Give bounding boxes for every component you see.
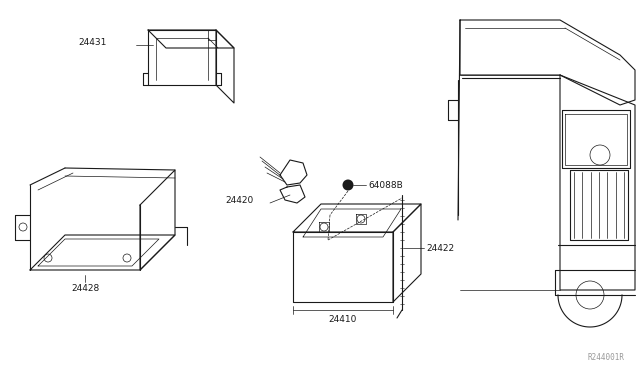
Circle shape xyxy=(342,180,353,190)
Text: 24420: 24420 xyxy=(225,196,253,205)
Text: R244001R: R244001R xyxy=(588,353,625,362)
Text: 24422: 24422 xyxy=(426,244,454,253)
Text: 24410: 24410 xyxy=(329,315,357,324)
Text: 24431: 24431 xyxy=(78,38,106,46)
Text: 64088B: 64088B xyxy=(368,180,403,189)
Text: 24428: 24428 xyxy=(71,284,99,293)
